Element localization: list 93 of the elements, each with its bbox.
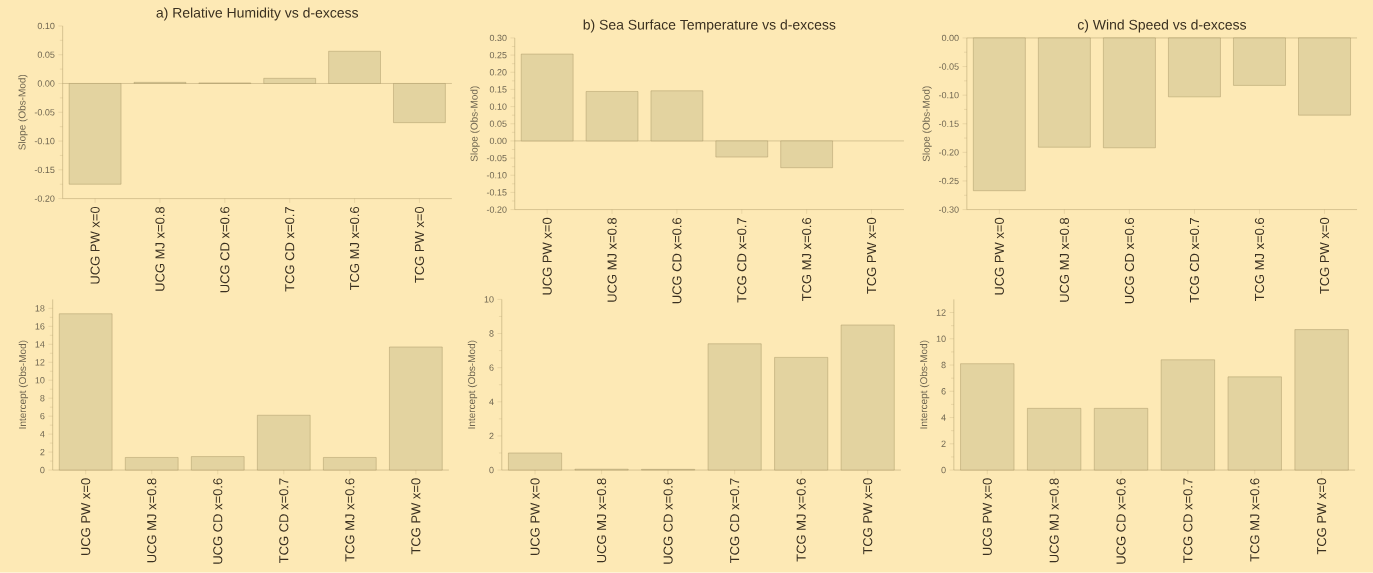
- x-tick-label: UCG PW x=0: [81, 478, 91, 556]
- x-tick-label: UCG PW x=0: [90, 206, 100, 284]
- y-tick-label: 0: [941, 466, 946, 474]
- y-axis-title: Intercept (Obs-Mod): [919, 340, 930, 429]
- chart-title: c) Wind Speed vs d-excess: [1077, 19, 1247, 33]
- y-tick-label: -0.10: [486, 172, 507, 179]
- x-tick-label: UCG MJ x=0.8: [596, 478, 607, 563]
- y-tick-label: 0.10: [37, 22, 55, 30]
- y-tick-label: -0.05: [486, 154, 507, 162]
- y-tick-label: -0.05: [938, 63, 959, 70]
- x-tick-label: UCG PW x=0: [542, 217, 552, 295]
- x-tick-label: TCG MJ x=0.6: [1254, 218, 1265, 302]
- y-axis-title: Intercept (Obs-Mod): [467, 340, 478, 429]
- chart-title: b) Sea Surface Temperature vs d-excess: [583, 19, 836, 33]
- x-tick-label: TCG PW x=0: [411, 478, 421, 555]
- x-tick-label: UCG CD x=0.6: [213, 478, 223, 564]
- y-tick-label: -0.20: [34, 195, 55, 202]
- y-tick-label: 2: [489, 432, 494, 440]
- y-tick-label: 12: [35, 359, 45, 366]
- y-tick-label: 0.00: [489, 137, 507, 145]
- y-tick-label: 0: [40, 466, 45, 474]
- y-axis-title: Slope (Obs-Mod): [470, 86, 480, 162]
- y-tick-label: 18: [35, 305, 45, 312]
- y-tick-label: -0.30: [938, 206, 959, 213]
- x-tick-label: UCG CD x=0.6: [672, 218, 682, 304]
- x-tick-label: TCG MJ x=0.6: [1250, 478, 1260, 562]
- y-tick-label: 10: [936, 335, 946, 343]
- y-tick-label: 2: [941, 440, 946, 448]
- y-tick-label: 10: [35, 377, 45, 384]
- y-tick-label: 6: [489, 364, 494, 371]
- x-tick-label: UCG MJ x=0.8: [1049, 478, 1059, 563]
- x-tick-label: TCG PW x=0: [866, 217, 877, 294]
- x-tick-label: TCG MJ x=0.6: [349, 207, 360, 291]
- y-tick-label: 16: [35, 323, 45, 330]
- y-tick-label: 10: [484, 296, 494, 303]
- y-tick-label: 0.10: [489, 103, 507, 110]
- y-tick-label: 4: [941, 414, 946, 421]
- y-axis-title: Slope (Obs-Mod): [18, 74, 28, 150]
- y-tick-label: 0.30: [489, 34, 507, 42]
- y-tick-label: 0.20: [489, 69, 507, 76]
- y-tick-label: 8: [941, 361, 946, 369]
- y-tick-label: 6: [40, 413, 45, 420]
- x-tick-label: UCG CD x=0.6: [220, 207, 230, 293]
- y-tick-label: -0.10: [938, 92, 959, 99]
- y-tick-label: 0: [489, 466, 494, 474]
- y-tick-label: -0.05: [34, 109, 55, 116]
- x-tick-label: UCG MJ x=0.8: [155, 207, 165, 291]
- y-tick-label: 6: [941, 388, 946, 395]
- x-tick-label: TCG CD x=0.7: [1183, 478, 1193, 564]
- y-tick-label: -0.15: [938, 120, 959, 128]
- x-tick-label: TCG PW x=0: [414, 206, 425, 283]
- y-tick-label: 8: [40, 395, 45, 402]
- y-tick-label: -0.20: [486, 206, 507, 213]
- x-tick-label: UCG MJ x=0.8: [147, 478, 157, 563]
- x-tick-label: TCG CD x=0.7: [1189, 218, 1200, 303]
- y-axis-title: Intercept (Obs-Mod): [18, 340, 29, 429]
- y-tick-label: 0.00: [37, 80, 55, 87]
- y-tick-label: 0.15: [489, 86, 507, 93]
- y-tick-label: -0.10: [34, 137, 55, 145]
- x-tick-label: TCG MJ x=0.6: [796, 478, 806, 562]
- chart-title: a) Relative Humidity vs d-excess: [156, 7, 359, 21]
- x-tick-label: TCG CD x=0.7: [730, 478, 740, 564]
- y-tick-label: 14: [35, 341, 45, 348]
- y-tick-label: 8: [489, 330, 494, 337]
- y-tick-label: -0.25: [938, 177, 959, 185]
- y-tick-label: -0.15: [486, 189, 507, 196]
- x-tick-label: UCG PW x=0: [994, 217, 1004, 295]
- x-tick-label: UCG PW x=0: [982, 478, 992, 556]
- y-tick-label: 0.05: [37, 51, 55, 58]
- y-tick-label: 4: [489, 398, 494, 405]
- y-tick-label: -0.20: [938, 149, 959, 156]
- x-tick-label: TCG MJ x=0.6: [802, 218, 812, 302]
- y-tick-label: 2: [40, 449, 45, 456]
- y-tick-label: 0.00: [941, 34, 959, 42]
- y-tick-label: 0.05: [489, 120, 507, 128]
- x-tick-label: TCG PW x=0: [1317, 478, 1327, 555]
- x-tick-label: TCG PW x=0: [1319, 217, 1330, 294]
- x-tick-label: TCG CD x=0.7: [285, 207, 295, 292]
- y-tick-label: 12: [936, 309, 946, 316]
- x-tick-label: UCG CD x=0.6: [1116, 478, 1126, 564]
- y-tick-label: -0.15: [34, 166, 55, 174]
- y-tick-label: 4: [40, 431, 45, 438]
- x-tick-label: TCG CD x=0.7: [279, 478, 289, 564]
- x-tick-label: UCG CD x=0.6: [663, 478, 673, 564]
- y-axis-title: Slope (Obs-Mod): [922, 86, 932, 162]
- x-tick-label: UCG CD x=0.6: [1124, 218, 1135, 304]
- x-tick-label: TCG MJ x=0.6: [345, 478, 355, 562]
- x-tick-label: TCG PW x=0: [863, 478, 873, 555]
- x-tick-label: UCG MJ x=0.8: [1059, 218, 1069, 302]
- x-tick-label: TCG CD x=0.7: [737, 218, 747, 303]
- y-tick-label: 0.25: [489, 51, 507, 59]
- x-tick-label: UCG PW x=0: [530, 478, 540, 556]
- x-tick-label: UCG MJ x=0.8: [607, 218, 617, 302]
